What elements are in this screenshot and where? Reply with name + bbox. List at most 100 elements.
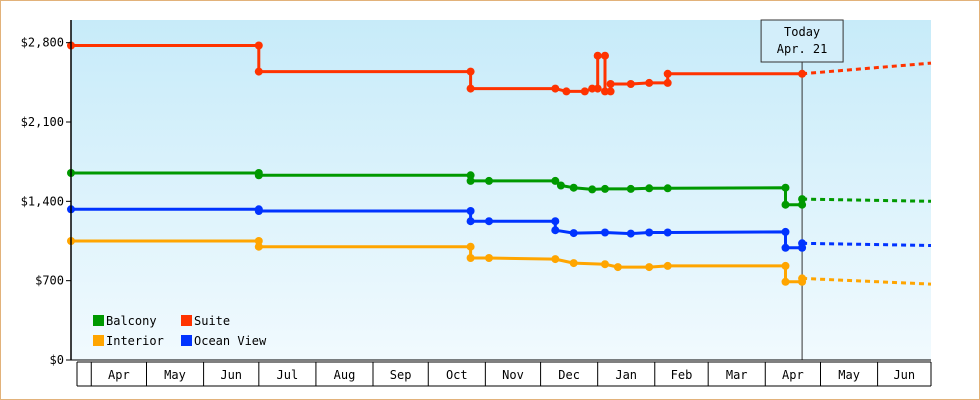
data-point-interior-3 xyxy=(466,242,475,251)
data-point-interior-12 xyxy=(781,261,790,270)
data-point-suite-13 xyxy=(606,87,615,96)
legend-label-suite: Suite xyxy=(194,314,230,328)
data-point-ocean-view-6 xyxy=(551,217,560,226)
data-point-ocean-view-4 xyxy=(466,217,475,226)
data-point-balcony-9 xyxy=(588,185,597,194)
legend-item-ocean-view: Ocean View xyxy=(181,334,267,348)
y-tick-label: $700 xyxy=(35,274,64,288)
x-tick-label: Jun xyxy=(220,368,242,382)
data-point-ocean-view-2 xyxy=(254,207,263,215)
data-point-interior-10 xyxy=(645,263,654,272)
data-point-suite-15 xyxy=(626,80,635,88)
data-point-interior-5 xyxy=(485,254,493,262)
x-tick-label: May xyxy=(838,368,860,382)
data-point-suite-12 xyxy=(601,87,609,96)
data-point-balcony-6 xyxy=(551,176,560,185)
legend-label-interior: Interior xyxy=(106,334,164,348)
x-tick-label: Apr xyxy=(108,368,130,382)
x-tick-label: Oct xyxy=(446,368,468,382)
data-point-suite-19 xyxy=(798,69,807,78)
x-tick-label: Jun xyxy=(893,368,915,382)
data-point-balcony-8 xyxy=(569,183,578,192)
projection-line-interior xyxy=(802,276,932,286)
data-point-interior-7 xyxy=(569,259,578,268)
legend-swatch-interior xyxy=(93,335,104,346)
data-point-suite-10 xyxy=(593,51,602,60)
data-point-interior-2 xyxy=(254,242,263,251)
data-point-interior-1 xyxy=(254,237,263,245)
data-point-balcony-14 xyxy=(781,183,790,192)
projection-line-balcony xyxy=(802,197,932,203)
projection-line-ocean-view xyxy=(802,241,932,247)
x-tick-label: May xyxy=(164,368,186,382)
data-point-suite-9 xyxy=(593,84,602,93)
legend-swatch-ocean-view xyxy=(181,335,192,346)
data-point-suite-2 xyxy=(254,67,263,76)
data-point-ocean-view-11 xyxy=(645,228,654,237)
data-point-ocean-view-7 xyxy=(551,226,560,235)
data-point-ocean-view-10 xyxy=(626,229,635,238)
data-point-balcony-13 xyxy=(663,184,672,193)
x-tick-label: Feb xyxy=(671,368,693,382)
legend-label-balcony: Balcony xyxy=(106,314,157,328)
data-point-interior-11 xyxy=(663,261,672,270)
x-tick-label: Mar xyxy=(726,368,748,382)
today-box xyxy=(760,19,844,63)
series-ocean-view xyxy=(67,205,932,252)
x-tick-label: Jul xyxy=(277,368,299,382)
data-point-suite-7 xyxy=(580,87,589,96)
data-point-suite-3 xyxy=(466,67,475,76)
data-point-balcony-11 xyxy=(626,184,635,193)
legend-label-ocean-view: Ocean View xyxy=(194,334,267,348)
data-point-suite-5 xyxy=(551,84,560,93)
x-tick-label: Apr xyxy=(782,368,804,382)
data-point-ocean-view-8 xyxy=(569,229,578,238)
data-point-balcony-15 xyxy=(781,200,790,209)
x-tick-label: Sep xyxy=(390,368,412,382)
data-point-suite-8 xyxy=(588,84,597,93)
data-point-ocean-view-12 xyxy=(663,228,672,237)
data-point-interior-15 xyxy=(798,274,807,283)
data-point-interior-4 xyxy=(466,254,475,262)
x-tick-label: Dec xyxy=(558,368,580,382)
legend-item-interior: Interior xyxy=(93,334,164,348)
y-tick-label: $1,400 xyxy=(21,194,64,208)
data-point-balcony-17 xyxy=(798,195,807,204)
data-point-suite-1 xyxy=(254,41,263,50)
data-point-ocean-view-3 xyxy=(466,207,475,215)
data-point-suite-14 xyxy=(606,80,615,88)
data-point-interior-6 xyxy=(551,255,560,264)
data-point-interior-8 xyxy=(601,260,609,269)
data-point-balcony-10 xyxy=(601,184,609,193)
data-point-suite-6 xyxy=(562,87,571,96)
series-suite xyxy=(67,41,932,96)
legend-item-suite: Suite xyxy=(181,314,230,328)
series-line-interior xyxy=(71,239,804,284)
series-balcony xyxy=(67,169,932,209)
y-tick-label: $0 xyxy=(50,353,64,367)
x-tick-label: Jan xyxy=(615,368,637,382)
data-point-balcony-5 xyxy=(485,176,493,185)
legend-swatch-suite xyxy=(181,315,192,326)
data-point-suite-17 xyxy=(663,78,672,87)
data-point-interior-9 xyxy=(613,263,622,272)
data-point-suite-16 xyxy=(645,78,654,87)
data-point-interior-13 xyxy=(781,277,790,286)
series-interior xyxy=(67,237,932,286)
data-point-ocean-view-13 xyxy=(781,227,790,236)
today-label: Today xyxy=(784,25,820,39)
y-tick-label: $2,100 xyxy=(21,115,64,129)
x-tick-label: Aug xyxy=(334,368,356,382)
data-point-balcony-4 xyxy=(466,176,475,185)
legend-swatch-balcony xyxy=(93,315,104,326)
data-point-ocean-view-5 xyxy=(485,217,493,226)
data-point-ocean-view-14 xyxy=(781,243,790,252)
data-point-balcony-2 xyxy=(254,171,263,180)
data-point-balcony-3 xyxy=(466,171,475,180)
data-point-balcony-12 xyxy=(645,184,654,193)
projection-line-suite xyxy=(801,61,932,76)
y-tick-label: $2,800 xyxy=(21,36,64,50)
data-point-suite-18 xyxy=(663,69,672,78)
legend-item-balcony: Balcony xyxy=(93,314,157,328)
